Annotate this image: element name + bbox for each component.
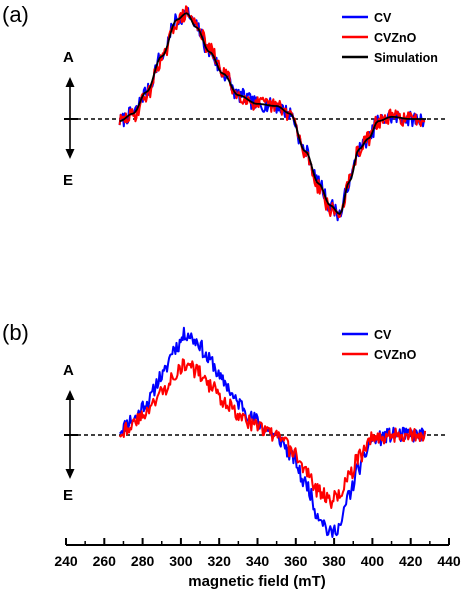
x-tick-label-320: 320 xyxy=(208,553,232,569)
panel-b-legend: CV CVZnO xyxy=(342,328,417,362)
panel-a-series-group xyxy=(118,5,426,222)
x-tick-label-340: 340 xyxy=(246,553,270,569)
series-line-cvzno-b xyxy=(118,358,427,509)
panel-b-arrow-up-icon xyxy=(65,390,75,400)
legend-label-cv: CV xyxy=(374,11,392,25)
panel-a-ae-arrow xyxy=(64,77,78,159)
panel-a: (a) A E CV CVZnO Simulation xyxy=(2,2,446,222)
legend-label-cvzno: CVZnO xyxy=(374,31,417,45)
panel-a-label: (a) xyxy=(2,2,29,27)
series-line-simulation xyxy=(119,12,426,215)
x-axis-title: magnetic field (mT) xyxy=(188,573,326,590)
x-axis-ticks: 240 260 280 300 320 340 360 380 400 420 440 xyxy=(54,538,461,569)
x-tick-label-300: 300 xyxy=(169,553,193,569)
panel-a-absorption-label: A xyxy=(63,49,74,66)
x-tick-label-260: 260 xyxy=(93,553,117,569)
panel-a-legend: CV CVZnO Simulation xyxy=(342,11,438,65)
x-tick-label-380: 380 xyxy=(322,553,346,569)
legend-label-cv-b: CV xyxy=(374,328,392,342)
panel-b-series-group xyxy=(118,326,427,538)
panel-b-absorption-label: A xyxy=(63,362,74,379)
legend-label-simulation: Simulation xyxy=(374,51,438,65)
x-tick-label-280: 280 xyxy=(131,553,155,569)
x-tick-label-240: 240 xyxy=(54,553,78,569)
panel-a-arrow-up-icon xyxy=(65,77,75,87)
panel-b-arrow-down-icon xyxy=(65,469,75,479)
x-tick-label-420: 420 xyxy=(399,553,423,569)
x-tick-label-400: 400 xyxy=(361,553,385,569)
legend-label-cvzno-b: CVZnO xyxy=(374,348,417,362)
x-tick-label-360: 360 xyxy=(284,553,308,569)
panel-b-label: (b) xyxy=(2,320,29,345)
x-tick-label-440: 440 xyxy=(437,553,461,569)
panel-b: (b) A E CV CVZnO 240 260 280 300 320 340 360 38… xyxy=(2,320,461,590)
panel-a-arrow-down-icon xyxy=(65,149,75,159)
panel-b-emission-label: E xyxy=(63,487,73,504)
panel-a-emission-label: E xyxy=(63,172,73,189)
